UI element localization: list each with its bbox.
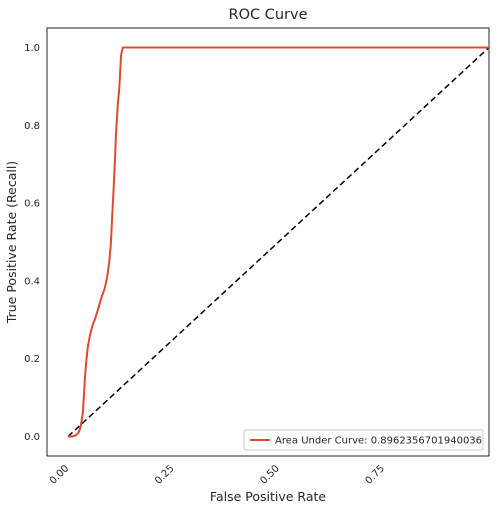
y-tick-label: 0.2 [24,354,40,365]
legend-box [243,429,484,451]
legend-entry-auc: Area Under Curve: 0.8962356701940036 [275,436,482,447]
legend: Area Under Curve: 0.8962356701940036 [243,429,484,451]
y-axis-label: True Positive Rate (Recall) [4,161,19,324]
y-tick-label: 0.6 [24,199,40,210]
random-baseline-line [67,46,490,438]
roc-curve-line [68,46,489,438]
x-axis-label: False Positive Rate [210,489,326,504]
series-group [67,46,490,438]
x-tick-label: 0.00 [48,463,72,487]
chart-title: ROC Curve [229,7,308,23]
x-tick-label: 0.75 [364,463,388,487]
x-tick-label: 0.25 [153,463,177,487]
x-tick-label: 0.50 [258,463,282,487]
plot-area [46,27,490,457]
y-tick-label: 0.0 [24,432,40,443]
y-tick-label: 0.8 [24,121,40,132]
axis-ticks: 0.0 0.2 0.4 0.6 0.8 1.0 0.00 0.25 0.50 0.75 [24,43,387,487]
y-tick-label: 0.4 [24,276,40,287]
y-tick-label: 1.0 [24,43,40,54]
